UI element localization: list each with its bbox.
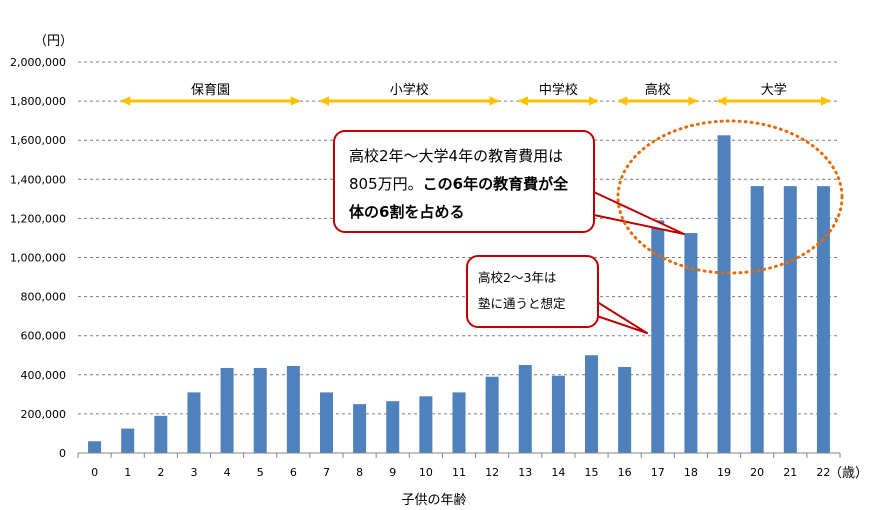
x-tick-label: 9 xyxy=(389,466,396,479)
bar xyxy=(783,186,797,453)
y-tick-label: 1,000,000 xyxy=(10,252,66,265)
bar xyxy=(319,392,333,453)
x-tick-label: 21 xyxy=(783,466,797,479)
stage-label: 中学校 xyxy=(539,82,578,98)
bar xyxy=(154,415,168,453)
bar xyxy=(121,428,135,453)
bar xyxy=(651,220,665,453)
x-tick-label: 14 xyxy=(551,466,565,479)
sub-callout-line2: 塾に通うと想定 xyxy=(478,296,566,311)
y-tick-label: 200,000 xyxy=(21,408,67,421)
bar xyxy=(485,376,499,453)
bar xyxy=(187,392,201,453)
bar xyxy=(684,233,698,453)
x-axis-ticks: 0 1 2 3 4 5 6 7 8 9 10 11 12 13 14 15 16 17 18 19 20 21 22 xyxy=(77,453,841,479)
x-tick-label: 15 xyxy=(585,466,599,479)
bar xyxy=(518,365,532,453)
x-tick-label: 20 xyxy=(750,466,764,479)
x-tick-label: 2 xyxy=(157,466,164,479)
x-tick-label: 4 xyxy=(224,466,231,479)
x-tick-label: 22 xyxy=(816,466,830,479)
x-tick-label: 8 xyxy=(356,466,363,479)
y-tick-label: 400,000 xyxy=(21,369,67,382)
bar xyxy=(353,404,367,453)
main-callout-line1: 高校2年～大学4年の教育費用は xyxy=(349,147,564,165)
y-tick-label: 800,000 xyxy=(21,291,67,304)
y-tick-label: 600,000 xyxy=(21,330,67,343)
y-unit-label: （円） xyxy=(34,34,73,49)
y-tick-label: 1,400,000 xyxy=(10,173,66,186)
bar xyxy=(88,441,102,453)
x-tick-label: 1 xyxy=(124,466,131,479)
main-callout-tail xyxy=(582,186,685,235)
main-callout-line2-emphasis: この6年の教育費が全 xyxy=(422,175,569,193)
bar xyxy=(585,355,599,453)
bars xyxy=(88,135,830,453)
bar xyxy=(717,135,731,453)
bar xyxy=(551,375,565,453)
x-tick-label: 13 xyxy=(518,466,532,479)
y-tick-label: 2,000,000 xyxy=(10,56,66,69)
x-tick-label: 7 xyxy=(323,466,330,479)
school-stage-arrows: 保育園 小学校 中学校 高校 大学 xyxy=(120,82,831,106)
bar xyxy=(253,367,267,453)
y-tick-label: 1,600,000 xyxy=(10,134,66,147)
x-tick-label: 12 xyxy=(485,466,499,479)
y-tick-label: 1,200,000 xyxy=(10,212,66,225)
sub-callout-line1: 高校2～3年は xyxy=(478,270,557,285)
stage-label: 小学校 xyxy=(390,82,429,98)
x-tick-label: 16 xyxy=(618,466,632,479)
bar xyxy=(816,186,830,453)
main-callout-line2-amount: 805万円。 xyxy=(349,175,423,193)
main-callout: 高校2年～大学4年の教育費用は 805万円。この6年の教育費が全 体の6割を占め… xyxy=(333,130,595,233)
x-tick-label: 3 xyxy=(190,466,197,479)
y-tick-label: 1,800,000 xyxy=(10,95,66,108)
x-tick-label: 11 xyxy=(452,466,466,479)
stage-label: 保育園 xyxy=(191,82,230,98)
x-tick-label: 17 xyxy=(651,466,665,479)
bar xyxy=(618,366,632,453)
stage-label: 高校 xyxy=(645,82,671,98)
bar xyxy=(419,396,433,453)
y-tick-label: 0 xyxy=(59,447,66,460)
x-tick-label: 6 xyxy=(290,466,297,479)
bar xyxy=(386,401,400,453)
x-unit-label: （歳） xyxy=(829,466,868,481)
x-tick-label: 5 xyxy=(257,466,264,479)
sub-callout-tail xyxy=(593,299,648,334)
bar xyxy=(452,392,466,453)
bar xyxy=(220,367,234,453)
stage-label: 大学 xyxy=(761,82,787,98)
x-axis-title: 子供の年齢 xyxy=(401,493,466,508)
sub-callout: 高校2～3年は 塾に通うと想定 xyxy=(466,255,599,328)
bar xyxy=(750,186,764,453)
x-tick-label: 19 xyxy=(717,466,731,479)
highlight-ellipse xyxy=(616,119,844,275)
x-tick-label: 0 xyxy=(91,466,98,479)
y-axis-ticks: 0 200,000 400,000 600,000 800,000 1,000,000 1,… xyxy=(10,56,66,460)
x-tick-label: 18 xyxy=(684,466,698,479)
bar xyxy=(286,366,300,453)
x-tick-label: 10 xyxy=(419,466,433,479)
main-callout-line2: 805万円。この6年の教育費が全 xyxy=(349,170,579,198)
main-callout-line3: 体の6割を占める xyxy=(349,203,465,221)
